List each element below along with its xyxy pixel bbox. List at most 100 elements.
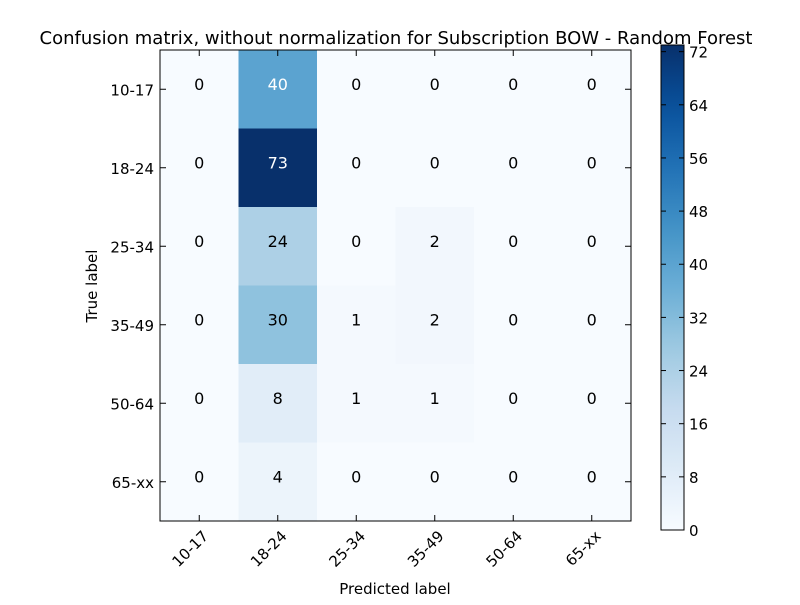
- heatmap-cell: [552, 364, 632, 443]
- cell-value-label: 0: [508, 75, 518, 94]
- cell-value-label: 24: [268, 232, 288, 251]
- heatmap-cell: [395, 285, 475, 365]
- heatmap-cell: [552, 207, 632, 286]
- x-axis-label: Predicted label: [339, 580, 450, 598]
- cell-value-label: 0: [351, 75, 361, 94]
- cell-value-label: 0: [351, 232, 361, 251]
- colorbar-tick-label: 24: [689, 363, 708, 381]
- cell-value-label: 0: [430, 75, 440, 94]
- heatmap-cell: [395, 442, 475, 522]
- x-tick-label: 18-24: [247, 527, 291, 571]
- x-tick-label: 25-34: [326, 527, 370, 571]
- heatmap-cell: [317, 442, 396, 522]
- heatmap-cell: [238, 128, 318, 208]
- heatmap-cell: [160, 442, 239, 522]
- y-tick-label: 50-64: [110, 395, 154, 413]
- y-tick-label: 18-24: [110, 160, 154, 178]
- cell-value-label: 0: [351, 468, 361, 487]
- cell-value-label: 1: [430, 389, 440, 408]
- heatmap-cell: [317, 207, 396, 286]
- cell-value-label: 8: [273, 389, 283, 408]
- heatmap-cell: [238, 207, 318, 286]
- cell-value-label: 0: [430, 468, 440, 487]
- colorbar-ticks: 0 8 16 24 32 40 48 56 64 72: [661, 44, 708, 540]
- plot-frame: [159, 49, 632, 522]
- cell-value-label: 0: [508, 311, 518, 330]
- heatmap-cell: [238, 285, 318, 365]
- colorbar-tick-label: 56: [689, 150, 708, 168]
- colorbar-tick-label: 0: [689, 522, 699, 540]
- heatmap-cell: [474, 364, 553, 443]
- cell-value-label: 4: [273, 468, 283, 487]
- heatmap-cell: [317, 50, 396, 129]
- colorbar-tick-label: 48: [689, 203, 708, 221]
- heatmap-cell: [474, 128, 553, 208]
- y-tick-label: 35-49: [110, 317, 154, 335]
- cell-value-label: 0: [194, 232, 204, 251]
- cell-value-label: 2: [430, 232, 440, 251]
- cell-value-label: 0: [508, 154, 518, 173]
- cell-value-label: 30: [268, 311, 288, 330]
- cell-value-label: 0: [508, 389, 518, 408]
- y-tick-label: 65-xx: [112, 474, 154, 492]
- heatmap-cell: [160, 50, 239, 129]
- colorbar-tick-label: 8: [689, 469, 699, 487]
- heatmap-cell: [474, 50, 553, 129]
- y-tick-label: 25-34: [110, 238, 154, 256]
- colorbar-tick-label: 64: [689, 97, 708, 115]
- cell-value-label: 0: [194, 75, 204, 94]
- x-tick-label: 10-17: [169, 527, 213, 571]
- heatmap-cell: [552, 285, 632, 365]
- colorbar-tick-label: 40: [689, 256, 708, 274]
- heatmap-cell: [474, 442, 553, 522]
- heatmap-cell: [552, 50, 632, 129]
- cell-value-label: 40: [268, 75, 288, 94]
- x-tick-label: 50-64: [483, 527, 527, 571]
- chart-title: Confusion matrix, without normalization …: [40, 28, 753, 49]
- colorbar-tick-label: 72: [689, 44, 708, 62]
- heatmap-cell: [238, 50, 318, 129]
- cell-value-label: 73: [268, 154, 288, 173]
- heatmap-cell: [160, 364, 239, 443]
- heatmap-cell: [238, 364, 318, 443]
- heatmap-cell: [474, 207, 553, 286]
- cell-value-label: 0: [508, 232, 518, 251]
- x-tick-label: 65-xx: [562, 527, 605, 570]
- cell-value-label: 0: [351, 154, 361, 173]
- heatmap-cell: [317, 128, 396, 208]
- y-axis-ticks: 10-17 18-24 25-34 35-49 50-64 65-xx: [110, 81, 631, 492]
- heatmap-cell: [552, 128, 632, 208]
- cell-value-label: 0: [194, 468, 204, 487]
- heatmap-cell: [317, 285, 396, 365]
- cell-value-label: 1: [351, 389, 361, 408]
- colorbar-tick-label: 16: [689, 416, 708, 434]
- cell-value-label: 0: [430, 154, 440, 173]
- heatmap-cell: [160, 128, 239, 208]
- heatmap-cell: [238, 442, 318, 522]
- cell-value-label: 0: [194, 311, 204, 330]
- cell-value-label: 0: [508, 468, 518, 487]
- heatmap-cell: [160, 285, 239, 365]
- heatmap-cell: [395, 50, 475, 129]
- cell-value-label: 0: [194, 389, 204, 408]
- heatmap-cell: [552, 442, 632, 522]
- x-tick-label: 35-49: [404, 527, 448, 571]
- colorbar: [660, 44, 685, 531]
- cell-value-label: 0: [587, 232, 597, 251]
- heatmap-cell-labels: 0 40 0 0 0 00 73 0 0 0 00 24 0 2 0 00 30 1 2 0 00 8 1 1 0 00 4 0 0 0 0: [194, 75, 597, 487]
- heatmap-cell: [395, 364, 475, 443]
- heatmap-cells: [160, 50, 632, 522]
- heatmap-cell: [395, 207, 475, 286]
- cell-value-label: 0: [194, 154, 204, 173]
- y-tick-label: 10-17: [110, 81, 154, 99]
- heatmap-cell: [317, 364, 396, 443]
- cell-value-label: 1: [351, 311, 361, 330]
- cell-value-label: 0: [587, 311, 597, 330]
- heatmap-cell: [395, 128, 475, 208]
- cell-value-label: 0: [587, 75, 597, 94]
- cell-value-label: 2: [430, 311, 440, 330]
- cell-value-label: 0: [587, 468, 597, 487]
- heatmap-cell: [160, 207, 239, 286]
